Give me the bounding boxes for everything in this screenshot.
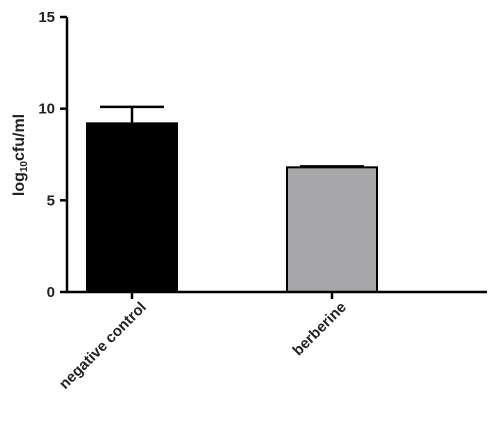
x-tick-label: negative control bbox=[56, 299, 150, 393]
y-label-unit: cfu/ml bbox=[11, 114, 28, 161]
x-tick-label: berberine bbox=[289, 299, 349, 359]
y-tick-label: 15 bbox=[38, 9, 55, 26]
y-tick-label: 5 bbox=[47, 192, 55, 209]
y-tick-label: 10 bbox=[38, 101, 55, 118]
bar bbox=[286, 166, 378, 293]
bar bbox=[86, 122, 178, 294]
y-label-main: log bbox=[11, 172, 28, 196]
y-axis-label: log10cfu/ml bbox=[11, 114, 30, 196]
y-label-subscript: 10 bbox=[19, 161, 30, 173]
y-tick-label: 0 bbox=[47, 284, 55, 301]
